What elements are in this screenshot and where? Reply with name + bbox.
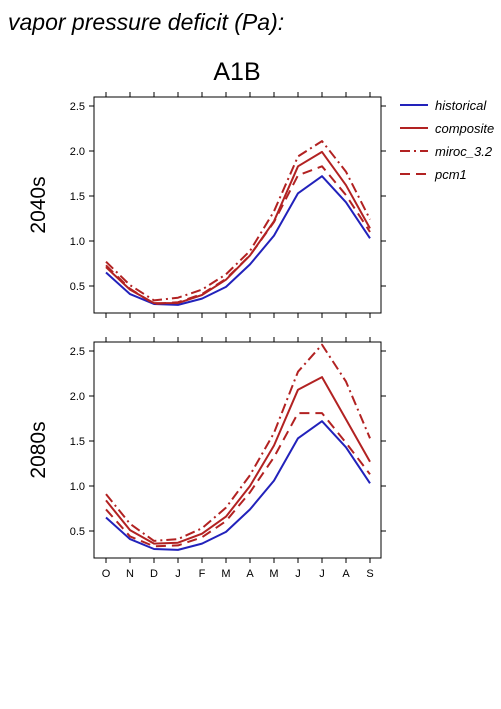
panel-2080s: 2080s 0.5 1.0 1.5 2.0 2.5 O N D J F M A M J J A S: [27, 337, 386, 580]
legend-label: miroc_3.2: [435, 144, 493, 159]
y-tick-label: 1.0: [70, 481, 85, 493]
x-tick-label: N: [126, 568, 134, 580]
series-line-pcm1: [105, 165, 371, 305]
y-tick-label: 0.5: [70, 526, 85, 538]
legend-item: historical: [400, 98, 487, 113]
series-line-composite: [105, 376, 371, 545]
y-tick-label: 2.5: [70, 101, 85, 113]
panel-label: 2080s: [27, 421, 50, 478]
series-line-miroc-3-2: [105, 343, 371, 542]
y-tick-label: 0.5: [70, 281, 85, 293]
legend: historical composite miroc_3.2 pcm1: [400, 98, 494, 182]
x-tick-label: O: [102, 568, 111, 580]
y-tick-label: 2.0: [70, 391, 85, 403]
y-tick-label: 1.5: [70, 191, 85, 203]
x-tick-label: S: [366, 568, 373, 580]
panels: 2040s 0.5 1.0 1.5 2.0 2.5 2080s 0.5 1.0 1.5 2.0 2.5…: [27, 92, 386, 580]
x-tick-label: A: [342, 568, 350, 580]
y-tick-label: 1.5: [70, 436, 85, 448]
x-tick-label: A: [246, 568, 254, 580]
plot-frame: [93, 341, 382, 559]
legend-item: miroc_3.2: [400, 144, 493, 159]
series-line-pcm1: [105, 412, 371, 548]
figure-subtitle: A1B: [213, 58, 260, 86]
x-tick-label: M: [269, 568, 278, 580]
x-tick-label: J: [175, 568, 181, 580]
series-line-historical: [105, 420, 371, 551]
legend-label: historical: [435, 98, 487, 113]
x-tick-label: F: [199, 568, 206, 580]
panel-label: 2040s: [27, 176, 50, 233]
x-tick-label: M: [221, 568, 230, 580]
legend-label: pcm1: [434, 167, 467, 182]
y-tick-label: 1.0: [70, 236, 85, 248]
figure-title: vapor pressure deficit (Pa):: [8, 9, 284, 35]
series-line-miroc-3-2: [105, 140, 371, 302]
y-tick-label: 2.0: [70, 146, 85, 158]
plot-frame: [93, 96, 382, 314]
x-tick-label: J: [295, 568, 301, 580]
x-tick-label: J: [319, 568, 325, 580]
legend-label: composite: [435, 121, 494, 136]
x-tick-label: D: [150, 568, 158, 580]
panel-2040s: 2040s 0.5 1.0 1.5 2.0 2.5: [27, 92, 386, 318]
legend-item: composite: [400, 121, 494, 136]
legend-item: pcm1: [400, 167, 467, 182]
y-tick-label: 2.5: [70, 346, 85, 358]
